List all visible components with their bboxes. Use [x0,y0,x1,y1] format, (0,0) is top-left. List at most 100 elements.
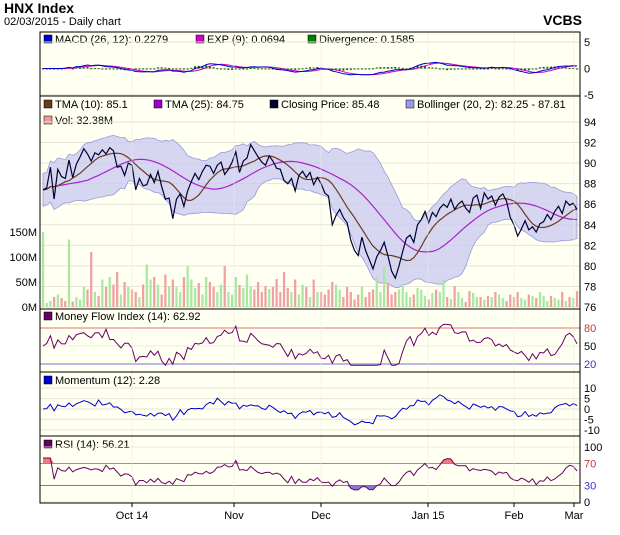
brand-label: VCBS [543,12,582,28]
volume-bar [375,277,378,307]
volume-bar [134,292,137,307]
volume-bar [175,287,178,307]
legend-swatch [43,99,53,109]
volume-bar [164,274,167,307]
volume-bar [360,287,364,307]
divergence-bar [357,68,360,70]
volume-bar [349,292,352,307]
volume-bar [498,294,501,307]
volume-bar [216,292,219,307]
divergence-bar [453,68,456,70]
volume-bar [509,294,512,307]
divergence-bar [238,68,241,70]
legend-label: MACD (26, 12): 0.2279 [55,34,168,46]
legend-label: EXP (9): 0.0694 [207,34,285,46]
divergence-bar [516,68,519,71]
chart-subtitle: 02/03/2015 - Daily chart [4,16,121,28]
divergence-bar [253,67,256,69]
divergence-bar [149,68,152,70]
y-tick-label: 80 [584,261,596,273]
x-tick-label: Dec [311,510,331,522]
divergence-bar [145,68,148,70]
volume-bar [271,287,275,307]
volume-bar [227,292,230,307]
divergence-bar [190,67,193,69]
volume-bar [56,294,59,307]
panel-bg [40,372,580,436]
divergence-bar [364,68,367,70]
x-tick-label: Mar [565,510,584,522]
volume-bar [312,279,315,307]
volume-bar [479,297,482,307]
divergence-bar [353,68,356,70]
volume-tick-label: 150M [9,227,37,239]
volume-bar [338,289,341,307]
divergence-bar [524,68,527,71]
divergence-bar [531,68,534,70]
volume-bar [520,298,523,307]
divergence-bar [427,66,430,69]
rsi-zone-fill [46,458,51,464]
volume-bar [442,279,445,307]
volume-bar [282,272,286,307]
volume-bar [527,294,530,307]
volume-bar [383,267,386,307]
legend-label: RSI (14): 56.21 [55,439,130,451]
volume-bar [438,292,441,307]
volume-bar [483,299,486,307]
divergence-bar [290,68,293,70]
volume-bar [145,264,148,307]
volume-bar [453,286,456,307]
divergence-bar [182,68,185,70]
y-tick-label: 90 [584,158,596,170]
y-tick-label: 5 [584,394,590,406]
volume-bar [201,294,204,307]
volume-bar [190,279,193,307]
volume-bar [264,286,267,307]
legend-label: Divergence: 0.1585 [319,34,414,46]
volume-bar [160,294,163,307]
volume-bar [475,297,478,307]
volume-tick-label: 50M [16,277,37,289]
volume-bar [368,292,371,307]
volume-bar [78,299,82,307]
volume-bar [171,279,174,307]
volume-bar [531,296,534,307]
volume-bar [301,284,304,307]
divergence-bar [108,68,111,70]
volume-bar [516,292,519,307]
volume-bar [568,297,571,307]
divergence-bar [386,67,389,69]
divergence-bar [171,68,174,70]
divergence-bar [475,68,478,70]
volume-bar [238,285,241,307]
volume-bar [431,293,434,307]
volume-bar [256,282,260,307]
volume-bar [401,284,404,307]
y-tick-label: 50 [584,341,596,353]
divergence-bar [153,68,156,70]
volume-bar [546,301,549,307]
volume-bar [564,301,567,307]
volume-bar [290,292,293,307]
volume-bar [449,299,453,307]
rsi-zone-fill [350,485,355,490]
divergence-bar [186,68,189,70]
volume-bar [364,297,367,307]
volume-bar [572,298,575,307]
divergence-bar [168,67,171,69]
volume-bar [542,296,545,307]
legend-label: TMA (10): 85.1 [55,99,128,111]
x-tick-label: Jan 15 [411,510,444,522]
divergence-bar [119,68,122,70]
divergence-bar [449,68,452,70]
volume-bar [234,277,237,307]
volume-bar [457,292,460,307]
divergence-bar [576,68,578,70]
divergence-bar [86,67,89,69]
divergence-bar [472,68,475,70]
legend-label: Bollinger (20, 2): 82.25 - 87.81 [417,99,566,111]
y-tick-label: -5 [584,414,594,426]
divergence-bar [160,67,163,69]
